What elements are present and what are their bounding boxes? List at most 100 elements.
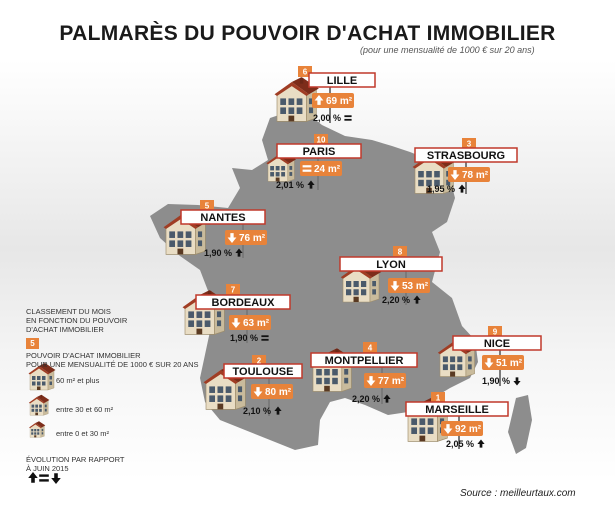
surface-value: 76 m²: [239, 233, 266, 244]
house-window: [209, 395, 216, 402]
house-window: [225, 386, 232, 393]
rate-value: 2,20 %: [382, 295, 410, 305]
rank-badge: [462, 138, 476, 149]
arrow-shape: [231, 318, 241, 328]
house-window: [37, 381, 41, 386]
house-window: [39, 408, 42, 412]
rank-badge: [298, 66, 312, 77]
arrow-up-icon: [28, 472, 38, 483]
city-sign: [180, 209, 266, 225]
page-title: PALMARÈS DU POUVOIR D'ACHAT IMMOBILIER: [59, 22, 556, 45]
house-window: [270, 166, 275, 171]
house-window: [296, 98, 303, 105]
page-subtitle: (pour une mensualité de 1000 € sur 20 an…: [360, 45, 535, 55]
city-name: TOULOUSE: [233, 366, 294, 378]
house-icon: [28, 363, 56, 391]
house-window: [418, 179, 424, 187]
surface-box: [364, 373, 406, 388]
legend-purchasing-text: POUVOIR D'ACHAT IMMOBILIER POUR UNE MENS…: [26, 351, 199, 369]
house-window: [457, 364, 463, 371]
house-door: [419, 435, 426, 442]
city-sign: [195, 294, 291, 310]
house-window: [288, 98, 295, 105]
city-sign: [308, 72, 376, 88]
arrow-shape: [450, 170, 460, 180]
arrow-shape: [307, 180, 315, 189]
house-chimney: [40, 395, 43, 398]
house-window: [31, 408, 35, 412]
city-name: MONTPELLIER: [325, 355, 404, 367]
house-window: [41, 429, 44, 432]
house-door: [217, 403, 224, 410]
arrow-down-icon: [51, 473, 61, 484]
house-window: [44, 408, 47, 412]
rank-number: 10: [317, 136, 326, 145]
house-window: [216, 320, 222, 327]
source-credit: Source : meilleurtaux.com: [460, 488, 576, 499]
house-window: [426, 171, 432, 178]
house-window: [353, 289, 359, 296]
house-roof: [28, 397, 45, 404]
house-roof: [274, 82, 309, 96]
rank-number: 9: [493, 328, 498, 337]
house-window: [442, 364, 448, 371]
house-door: [288, 115, 295, 122]
equal-bar: [302, 165, 312, 168]
rank-number: 4: [368, 344, 373, 353]
rank-number: 3: [467, 140, 472, 149]
house-chimney: [44, 363, 46, 367]
house-window: [411, 427, 418, 434]
equal-icon: [39, 474, 49, 482]
house-window: [457, 356, 463, 363]
legend-graphics: [28, 363, 61, 484]
house-window: [332, 369, 338, 376]
surface-value: 78 m²: [462, 170, 489, 181]
arrow-shape: [390, 281, 400, 291]
equal-bar: [302, 169, 312, 172]
house-chimney: [207, 290, 212, 297]
house-window: [372, 289, 376, 295]
house-window: [275, 172, 280, 177]
house-window: [434, 171, 440, 178]
house-window: [289, 172, 293, 176]
house-window: [316, 369, 322, 376]
arrow-down-icon: [484, 358, 494, 368]
arrow-up-icon: [413, 295, 421, 304]
equal-icon: [261, 335, 269, 341]
house-window: [308, 98, 314, 105]
surface-value: 92 m²: [455, 424, 482, 435]
arrow-shape: [28, 472, 38, 483]
house-door: [324, 385, 330, 392]
house-window: [324, 369, 330, 376]
arrow-shape: [443, 424, 453, 434]
house-window: [37, 429, 40, 432]
house-window: [450, 364, 456, 371]
arrow-up-icon: [458, 184, 466, 193]
surface-box: [448, 167, 490, 182]
arrow-down-icon: [450, 170, 460, 180]
house-window: [353, 281, 359, 287]
rank-number: 7: [231, 286, 236, 295]
city-sign: [223, 363, 303, 379]
arrow-shape: [513, 377, 521, 386]
house-window: [37, 432, 40, 435]
arrow-up-icon: [314, 95, 324, 105]
rank-number: 2: [257, 357, 262, 366]
surface-box: [225, 230, 267, 245]
surface-value: 63 m²: [243, 318, 270, 329]
surface-box: [388, 278, 430, 293]
house-window: [185, 240, 192, 247]
house-window: [49, 381, 52, 385]
equal-icon: [302, 165, 312, 172]
arrow-shape: [383, 394, 391, 403]
house-chimney: [38, 421, 40, 424]
arrow-shape: [413, 295, 421, 304]
arrow-down-icon: [227, 233, 237, 243]
city-name: NANTES: [200, 212, 245, 224]
city-name: STRASBOURG: [427, 150, 505, 162]
house-window: [31, 429, 34, 432]
rank-badge: [252, 355, 266, 366]
house-window: [372, 281, 376, 287]
